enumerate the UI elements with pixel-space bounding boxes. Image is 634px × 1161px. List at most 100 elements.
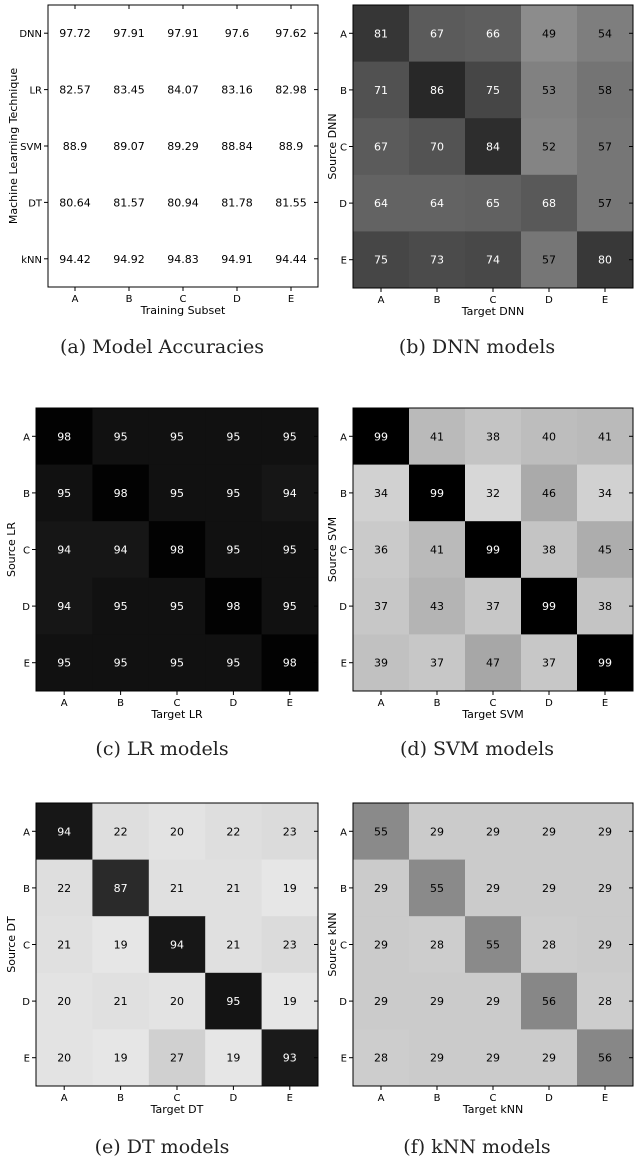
cell-value: 21: [170, 882, 184, 895]
cell-value: 29: [486, 825, 500, 838]
heatmap-cell: [353, 1029, 410, 1087]
col-label: A: [61, 698, 68, 709]
cell-value: 20: [170, 995, 184, 1008]
heatmap-cell: [148, 1029, 206, 1087]
cell-value: 45: [598, 544, 612, 557]
heatmap-cell: [577, 577, 634, 635]
y-axis-label: Source DNN: [326, 113, 339, 179]
heatmap-cell: [577, 5, 634, 63]
heatmap-cell: [353, 634, 410, 692]
table-cell: 94.44: [275, 253, 307, 266]
table-cell: 88.9: [63, 140, 88, 153]
heatmap-cell: [92, 859, 150, 917]
heatmap-cell: [36, 916, 93, 974]
cell-value: 22: [226, 825, 240, 838]
cell-value: 87: [114, 882, 128, 895]
heatmap-cell: [92, 634, 150, 692]
cell-value: 67: [430, 27, 444, 40]
cell-value: 20: [57, 1052, 71, 1065]
cell-value: 56: [598, 1052, 612, 1065]
col-label: C: [174, 1093, 181, 1104]
row-dt-label: DT: [28, 198, 43, 209]
cell-value: 34: [598, 487, 612, 500]
caption-b: (b) DNN models: [398, 336, 556, 358]
cell-value: 98: [170, 544, 184, 557]
col-label: B: [434, 295, 441, 306]
table-cell: 83.16: [221, 84, 253, 97]
heatmap-cell: [353, 174, 410, 232]
cell-value: 34: [374, 487, 388, 500]
cell-value: 95: [114, 657, 128, 670]
cell-value: 58: [598, 84, 612, 97]
row-b-label: B: [340, 489, 347, 500]
col-label: B: [434, 698, 441, 709]
cell-value: 95: [226, 995, 240, 1008]
heatmap-cell: [148, 464, 206, 522]
cell-value: 22: [57, 882, 71, 895]
row-d-label: D: [339, 997, 347, 1008]
heatmap-cell: [577, 231, 634, 289]
cell-value: 55: [374, 825, 388, 838]
cell-value: 95: [170, 600, 184, 613]
table-cell: 94.42: [59, 253, 91, 266]
heatmap-cell: [92, 464, 150, 522]
heatmap-cell: [409, 1029, 466, 1087]
cell-value: 28: [542, 939, 556, 952]
heatmap-cell: [577, 464, 634, 522]
heatmap-cell: [353, 464, 410, 522]
heatmap-cell: [36, 972, 93, 1030]
cell-value: 49: [542, 27, 556, 40]
heatmap-cell: [205, 972, 263, 1030]
heatmap-cell: [261, 803, 319, 861]
cell-value: 95: [283, 600, 297, 613]
heatmap-cell: [148, 972, 206, 1030]
row-d-label: D: [22, 997, 30, 1008]
cell-value: 95: [226, 430, 240, 443]
col-label: E: [602, 698, 608, 709]
cell-value: 74: [486, 254, 500, 267]
row-dnn-label: DNN: [19, 29, 42, 40]
heatmap-cell: [577, 916, 634, 974]
heatmap-cell: [577, 521, 634, 579]
col-label: D: [545, 1093, 553, 1104]
heatmap-cell: [261, 972, 319, 1030]
cell-value: 41: [430, 430, 444, 443]
row-c-label: C: [340, 941, 347, 952]
heatmap-cell: [521, 5, 578, 63]
heatmap-cell: [36, 859, 93, 917]
heatmap-cell: [577, 634, 634, 692]
cell-value: 29: [486, 1052, 500, 1065]
cell-value: 23: [283, 825, 297, 838]
heatmap-cell: [521, 521, 578, 579]
cell-value: 70: [430, 141, 444, 154]
row-c-label: C: [23, 546, 30, 557]
row-c-label: C: [340, 143, 347, 154]
table-cell: 89.07: [113, 140, 145, 153]
heatmap-cell: [521, 174, 578, 232]
row-c-label: C: [23, 941, 30, 952]
cell-value: 29: [430, 825, 444, 838]
table-cell: 82.98: [275, 84, 307, 97]
heatmap-cell: [465, 231, 522, 289]
cell-value: 94: [283, 487, 297, 500]
heatmap-cell: [521, 634, 578, 692]
heatmap-cell: [353, 521, 410, 579]
row-b-label: B: [340, 86, 347, 97]
row-d-label: D: [339, 602, 347, 613]
heatmap-cell: [409, 174, 466, 232]
cell-value: 95: [170, 657, 184, 670]
cell-value: 29: [598, 939, 612, 952]
cell-value: 36: [374, 544, 388, 557]
table-cell: 97.91: [113, 27, 145, 40]
col-label: E: [287, 1093, 293, 1104]
cell-value: 37: [430, 657, 444, 670]
cell-value: 21: [226, 939, 240, 952]
cell-value: 67: [374, 141, 388, 154]
col-label: C: [180, 294, 187, 305]
col-label: B: [117, 1093, 124, 1104]
heatmap-cell: [409, 5, 466, 63]
table-cell: 89.29: [167, 140, 199, 153]
row-a-label: A: [340, 432, 347, 443]
heatmap-cell: [261, 634, 319, 692]
